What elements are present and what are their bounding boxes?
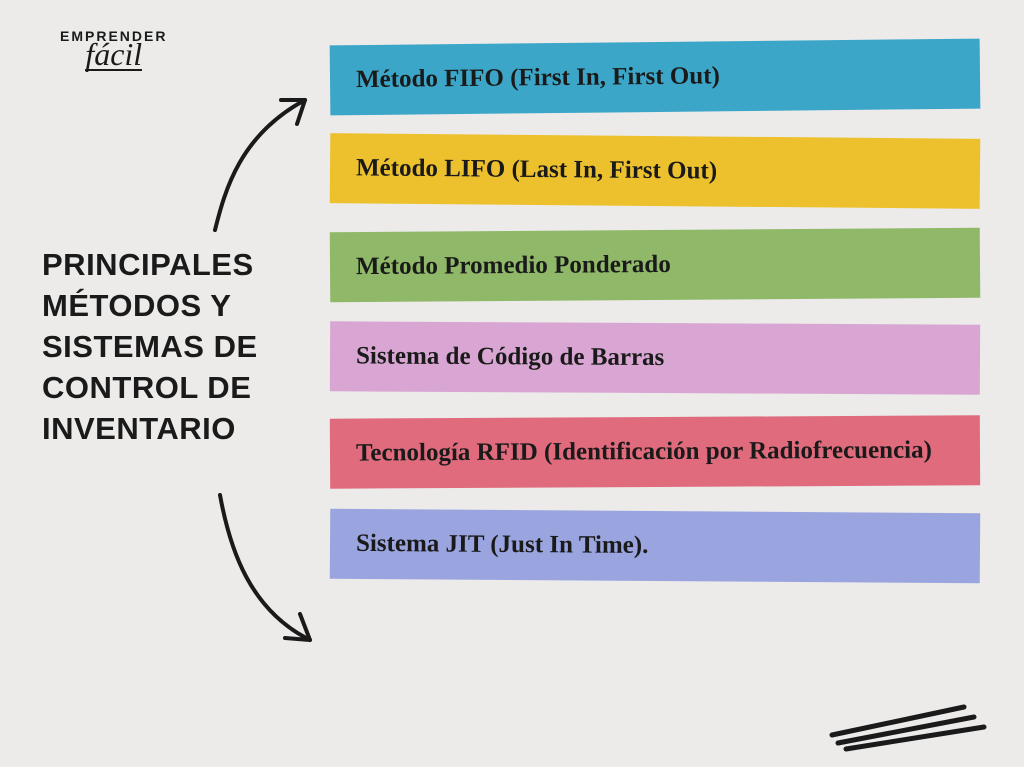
scribble-decoration-icon (824, 695, 994, 755)
method-item-rfid: Tecnología RFID (Identificación por Radi… (330, 415, 980, 488)
main-heading: PRINCIPALES MÉTODOS Y SISTEMAS DE CONTRO… (42, 245, 302, 450)
method-item-lifo: Método LIFO (Last In, First Out) (330, 133, 981, 208)
method-item-fifo: Método FIFO (First In, First Out) (330, 39, 981, 116)
logo-line-2: fácil (85, 40, 142, 71)
arrow-bottom-icon (195, 480, 335, 660)
method-item-jit: Sistema JIT (Just In Time). (330, 508, 980, 582)
methods-list: Método FIFO (First In, First Out) Método… (330, 42, 980, 605)
arrow-top-icon (195, 80, 335, 240)
brand-logo: EMPRENDER fácil (60, 28, 167, 71)
method-item-promedio: Método Promedio Ponderado (330, 227, 980, 301)
method-item-barcode: Sistema de Código de Barras (330, 322, 980, 395)
